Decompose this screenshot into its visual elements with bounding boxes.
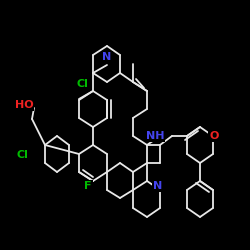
Text: Cl: Cl: [76, 79, 88, 89]
Text: F: F: [84, 181, 92, 191]
Text: HO: HO: [15, 100, 33, 110]
Text: NH: NH: [146, 131, 164, 141]
Text: O: O: [209, 131, 219, 141]
Text: Cl: Cl: [16, 150, 28, 160]
Text: N: N: [154, 181, 162, 191]
Text: N: N: [102, 52, 112, 62]
